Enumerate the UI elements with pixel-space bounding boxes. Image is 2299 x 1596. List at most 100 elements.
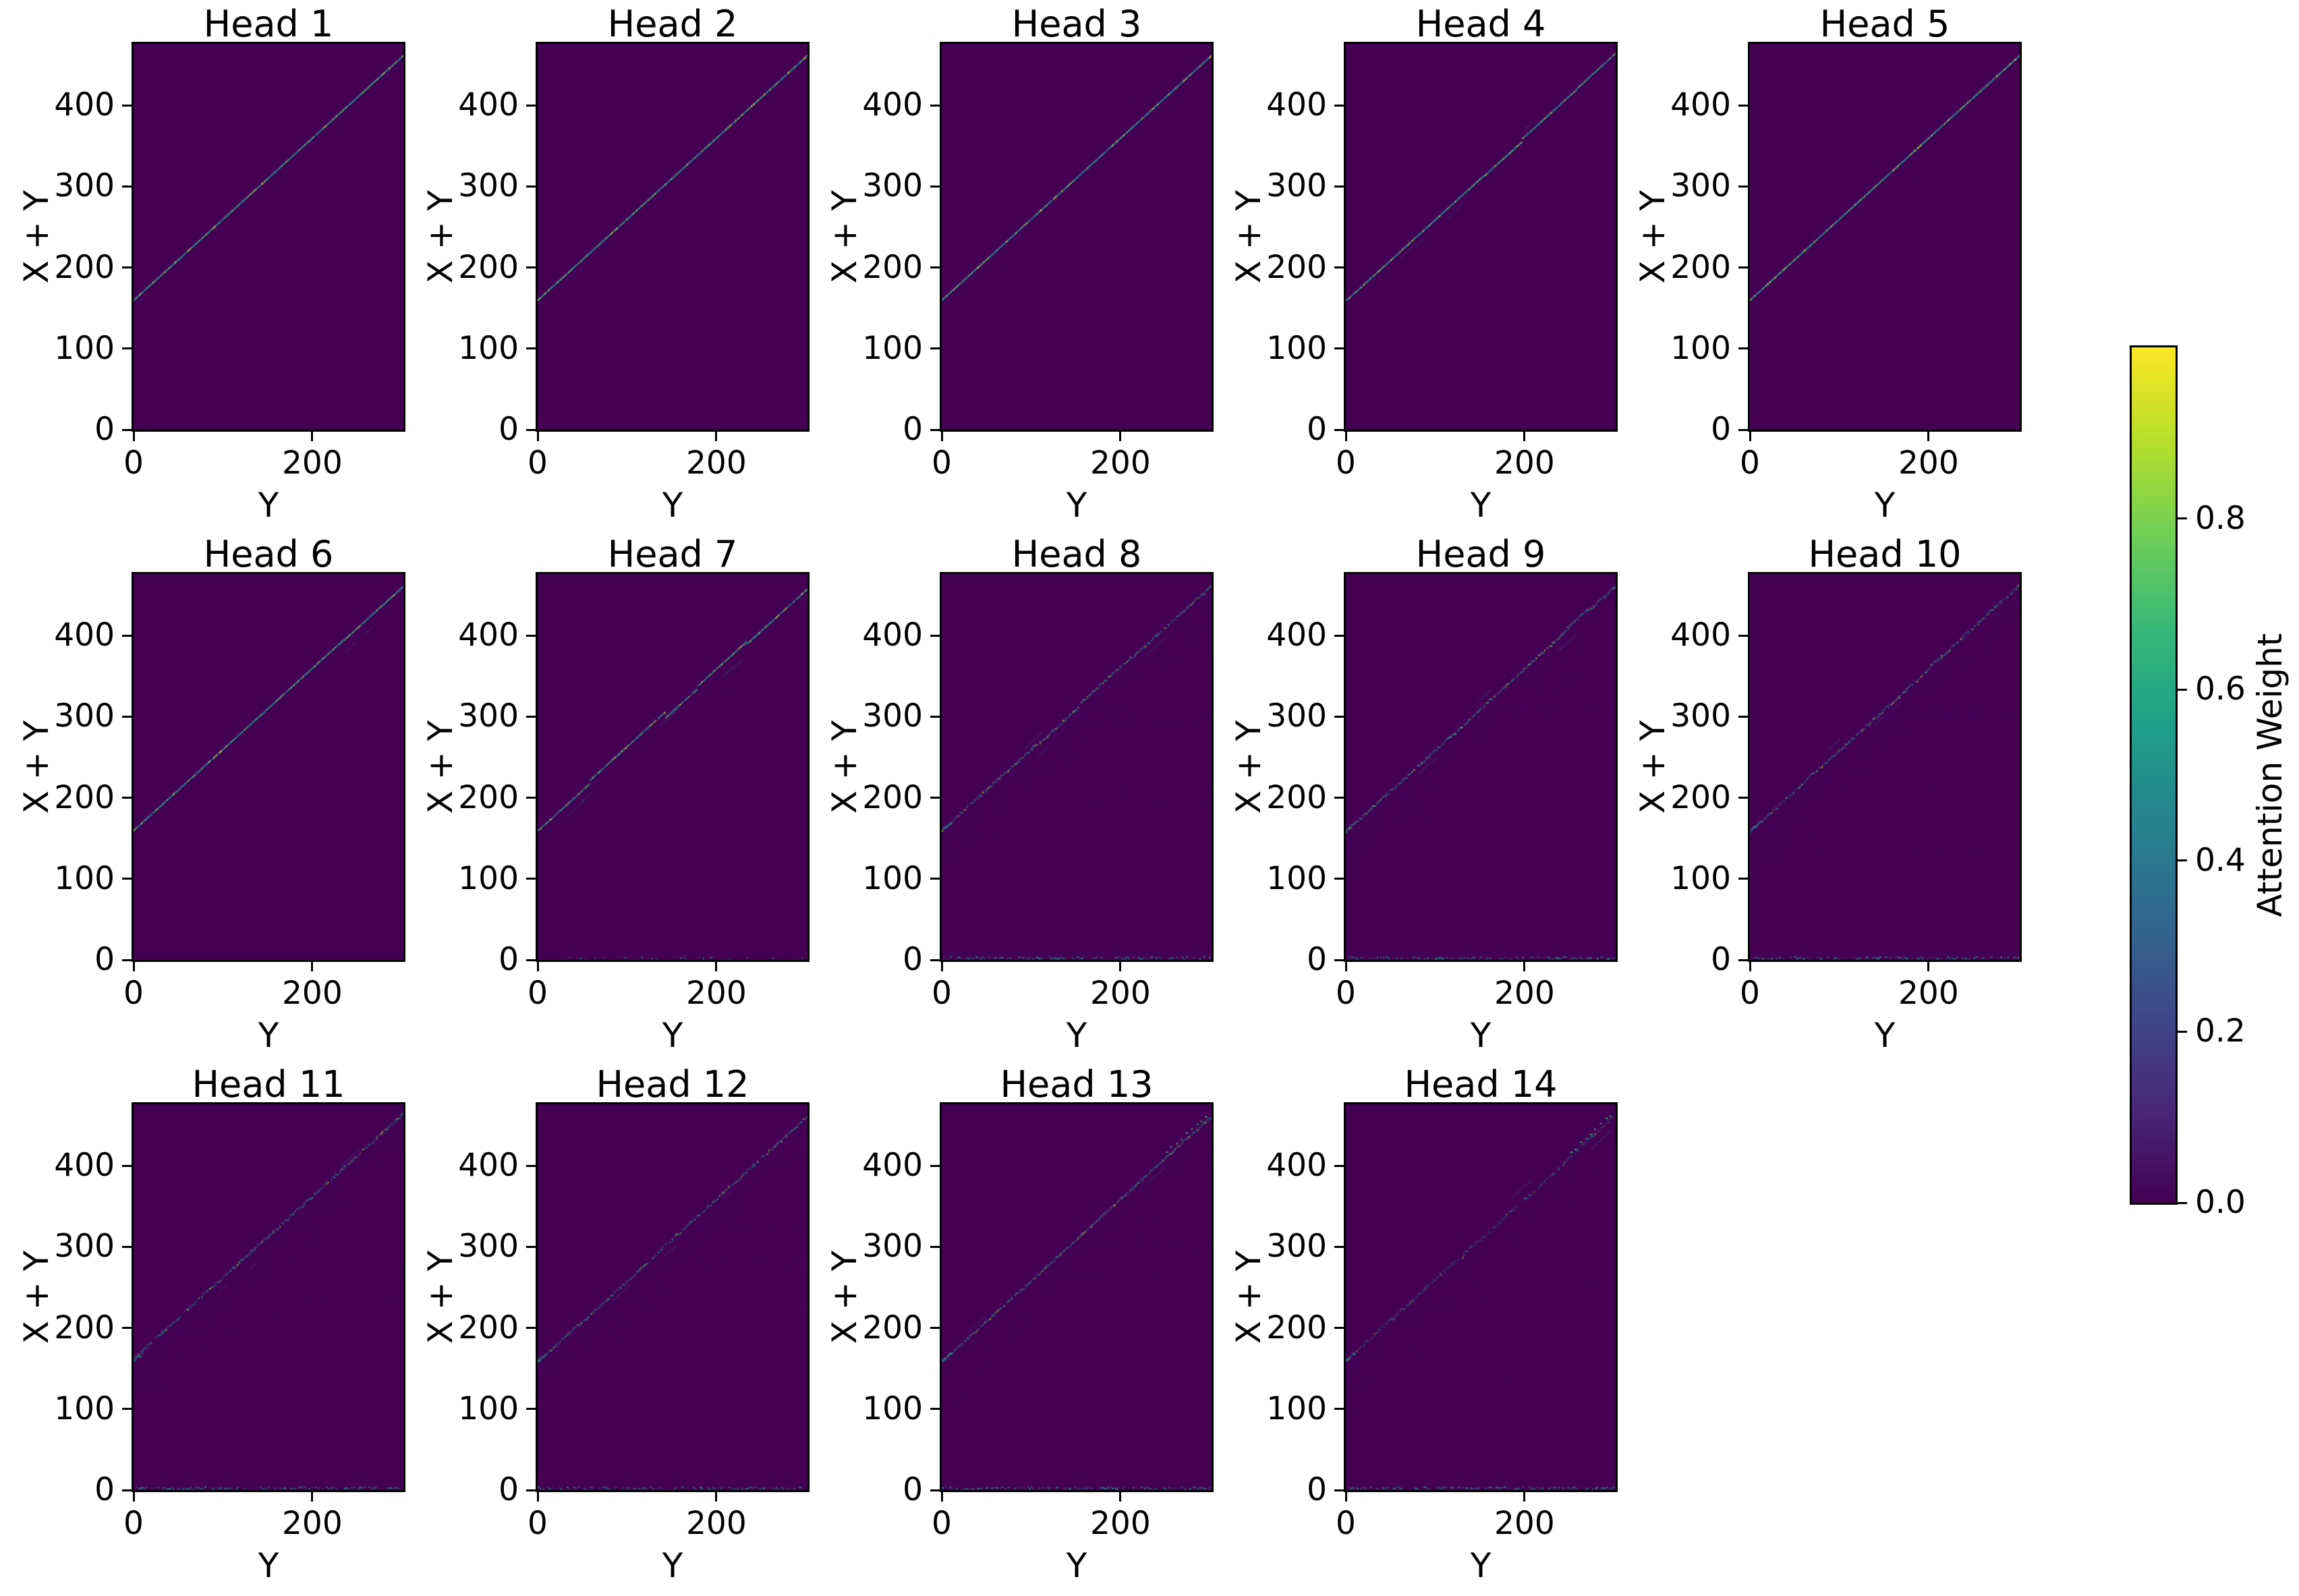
- x-tick-mark: [536, 1492, 539, 1502]
- x-tick-label: 0: [528, 1505, 548, 1542]
- x-tick-mark: [940, 962, 943, 971]
- y-tick-mark: [930, 1408, 940, 1410]
- y-tick-mark: [1738, 878, 1748, 880]
- y-tick-label: 400: [862, 1147, 923, 1185]
- x-tick-mark: [715, 962, 718, 971]
- y-tick-mark: [1334, 715, 1344, 718]
- subplot-title: Head 14: [1404, 1063, 1558, 1106]
- y-tick-label: 0: [903, 411, 923, 448]
- y-tick-label: 200: [1266, 1309, 1327, 1346]
- heatmap-axes: [1748, 572, 2022, 962]
- y-tick-label: 100: [1266, 329, 1327, 367]
- y-tick-mark: [1334, 1408, 1344, 1410]
- heatmap-axes: [940, 1102, 1214, 1492]
- y-tick-label: 0: [499, 941, 519, 978]
- y-tick-label: 100: [862, 329, 923, 367]
- y-tick-mark: [1738, 634, 1748, 637]
- x-tick-label: 200: [1090, 445, 1151, 482]
- x-tick-label: 0: [123, 1505, 144, 1542]
- y-tick-mark: [930, 797, 940, 799]
- y-tick-label: 100: [54, 329, 115, 367]
- x-tick-mark: [132, 432, 135, 441]
- attention-heatmap: [538, 574, 807, 960]
- heatmap-axes: [536, 42, 810, 432]
- y-tick-mark: [1738, 266, 1748, 269]
- y-tick-mark: [1738, 797, 1748, 799]
- y-tick-label: 400: [458, 86, 519, 124]
- attention-heatmap: [942, 44, 1212, 430]
- y-tick-mark: [1738, 185, 1748, 188]
- y-tick-label: 100: [862, 1390, 923, 1427]
- x-tick-mark: [1523, 1492, 1526, 1502]
- y-tick-mark: [1738, 347, 1748, 350]
- heatmap-axes: [1344, 572, 1618, 962]
- subplot-title: Head 9: [1415, 533, 1546, 575]
- heatmap-axes: [132, 1102, 405, 1492]
- subplot-title: Head 6: [203, 533, 334, 575]
- subplot-title: Head 11: [192, 1063, 345, 1106]
- x-axis-label: Y: [1470, 1546, 1492, 1585]
- y-tick-label: 100: [458, 859, 519, 897]
- y-tick-label: 300: [1266, 697, 1327, 735]
- y-tick-label: 300: [862, 697, 923, 735]
- y-tick-mark: [930, 185, 940, 188]
- y-tick-mark: [1334, 428, 1344, 431]
- y-tick-label: 400: [1266, 86, 1327, 124]
- attention-heatmap: [1750, 574, 2020, 960]
- colorbar-label: Attention Weight: [2250, 633, 2290, 917]
- y-tick-mark: [1334, 1245, 1344, 1248]
- y-tick-mark: [1334, 959, 1344, 961]
- y-tick-label: 200: [54, 778, 115, 816]
- y-tick-label: 200: [862, 778, 923, 816]
- x-tick-mark: [715, 432, 718, 441]
- x-tick-label: 200: [282, 975, 343, 1012]
- y-tick-mark: [122, 428, 132, 431]
- y-tick-label: 400: [862, 86, 923, 124]
- y-tick-label: 100: [1670, 859, 1731, 897]
- x-tick-label: 200: [686, 1505, 747, 1542]
- subplot-title: Head 13: [1000, 1063, 1154, 1106]
- y-tick-mark: [122, 1164, 132, 1167]
- subplot-title: Head 7: [607, 533, 738, 575]
- x-tick-mark: [1119, 432, 1122, 441]
- y-tick-mark: [122, 1327, 132, 1330]
- y-tick-mark: [122, 878, 132, 880]
- x-tick-label: 0: [528, 975, 548, 1012]
- subplot-title: Head 10: [1808, 533, 1962, 575]
- attention-heatmap: [134, 1104, 403, 1490]
- y-tick-mark: [526, 1164, 536, 1167]
- x-tick-mark: [1927, 432, 1930, 441]
- x-tick-label: 200: [1494, 975, 1555, 1012]
- y-tick-label: 200: [862, 1309, 923, 1346]
- y-tick-label: 200: [54, 1309, 115, 1346]
- colorbar-gradient: [2130, 345, 2178, 1205]
- y-axis-label: X + Y: [1229, 190, 1268, 284]
- y-axis-label: X + Y: [1229, 720, 1268, 814]
- x-tick-mark: [1749, 962, 1751, 971]
- y-tick-label: 300: [458, 1228, 519, 1265]
- y-tick-mark: [1738, 715, 1748, 718]
- y-tick-mark: [1334, 878, 1344, 880]
- y-tick-label: 100: [54, 859, 115, 897]
- y-tick-label: 400: [458, 1147, 519, 1185]
- colorbar-tick-label: 0.2: [2195, 1013, 2246, 1050]
- y-tick-mark: [526, 185, 536, 188]
- y-tick-mark: [526, 1245, 536, 1248]
- y-axis-label: X + Y: [17, 190, 56, 284]
- x-tick-label: 200: [1898, 445, 1959, 482]
- y-axis-label: X + Y: [825, 190, 864, 284]
- x-axis-label: Y: [1874, 1016, 1896, 1055]
- y-tick-label: 100: [458, 329, 519, 367]
- y-tick-label: 100: [862, 859, 923, 897]
- x-tick-mark: [1523, 432, 1526, 441]
- y-tick-mark: [122, 797, 132, 799]
- colorbar-tick-label: 0.8: [2195, 499, 2246, 537]
- subplot-title: Head 3: [1011, 3, 1142, 45]
- x-tick-label: 0: [1336, 975, 1356, 1012]
- y-tick-mark: [122, 1489, 132, 1491]
- y-tick-mark: [1334, 266, 1344, 269]
- y-tick-mark: [930, 1245, 940, 1248]
- x-tick-mark: [1344, 962, 1347, 971]
- x-tick-label: 0: [932, 975, 952, 1012]
- y-tick-mark: [930, 1164, 940, 1167]
